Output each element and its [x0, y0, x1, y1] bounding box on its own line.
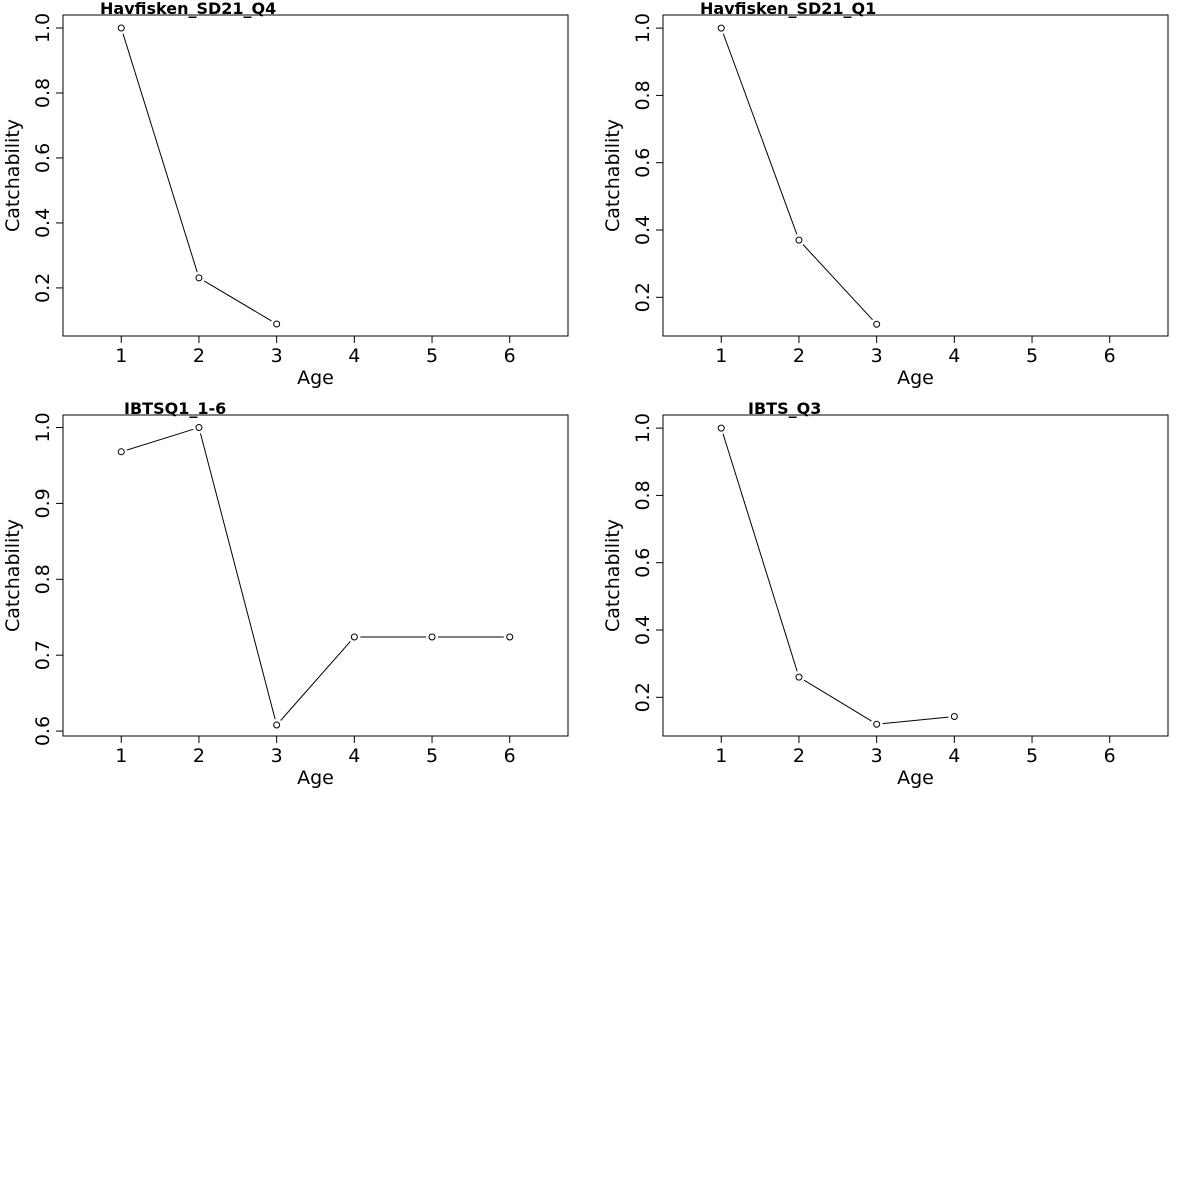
x-tick-label: 5 [1026, 345, 1038, 367]
x-tick-label: 4 [348, 345, 360, 367]
x-tick-label: 3 [871, 345, 883, 367]
x-tick-label: 3 [271, 345, 283, 367]
x-axis-label: Age [297, 367, 334, 389]
series-line-segment [122, 33, 198, 273]
x-tick-label: 5 [426, 745, 438, 767]
x-tick-label: 3 [871, 745, 883, 767]
series-line-segment [280, 641, 351, 721]
chart-panel-1: Havfisken_SD21_Q4 1 2 3 4 5 6 0.2 0.4 0.6 0.8 1.0 Ag… [2, 0, 569, 389]
series-line-segment [802, 244, 873, 321]
x-tick-label: 2 [193, 345, 205, 367]
y-tick-label: 0.8 [632, 80, 654, 110]
x-axis-label: Age [897, 767, 934, 789]
x-tick-label: 5 [426, 345, 438, 367]
y-tick-label: 0.6 [632, 148, 654, 178]
chart-title: IBTSQ1_1-6 [124, 399, 226, 418]
series-line-segment [722, 33, 798, 235]
series-line-segment [126, 428, 194, 451]
y-axis-label: Catchability [602, 519, 624, 632]
data-point [717, 424, 725, 432]
x-tick-label: 6 [504, 345, 516, 367]
y-axis-label: Catchability [602, 119, 624, 232]
chart-panel-3: IBTSQ1_1-6 1 2 3 4 5 6 0.6 0.7 0.8 0.9 1.0 Age Catcha… [2, 399, 569, 789]
x-tick-label: 1 [715, 745, 727, 767]
data-point [873, 720, 881, 728]
x-tick-label: 2 [793, 345, 805, 367]
y-tick-label: 0.6 [32, 143, 54, 173]
data-point [195, 274, 203, 282]
data-point [795, 236, 803, 244]
y-tick-label: 1.0 [632, 413, 654, 443]
series-line-segment [882, 716, 949, 725]
x-tick-label: 6 [1104, 745, 1116, 767]
chart-title: IBTS_Q3 [748, 399, 821, 418]
y-axis-label: Catchability [2, 119, 24, 232]
y-tick-label: 0.4 [632, 615, 654, 645]
series-line-segment [203, 280, 272, 322]
series-line-segment [199, 433, 276, 720]
x-tick-label: 4 [948, 745, 960, 767]
x-tick-label: 5 [1026, 745, 1038, 767]
data-point [350, 633, 358, 641]
x-axis-label: Age [297, 767, 334, 789]
x-tick-label: 1 [115, 745, 127, 767]
y-tick-label: 0.6 [32, 716, 54, 746]
data-point [506, 633, 514, 641]
data-point [273, 320, 281, 328]
y-tick-label: 0.2 [632, 682, 654, 712]
data-point [117, 24, 125, 32]
x-tick-label: 4 [348, 745, 360, 767]
x-tick-label: 2 [793, 745, 805, 767]
y-tick-label: 0.8 [632, 480, 654, 510]
y-tick-label: 0.2 [32, 273, 54, 303]
data-point [950, 712, 958, 720]
data-point [428, 633, 436, 641]
data-point [195, 424, 203, 432]
chart-panel-2: Havfisken_SD21_Q1 1 2 3 4 5 6 0.2 0.4 0.6 0.8 1.0 Ag… [602, 0, 1169, 389]
plot-frame [62, 14, 569, 337]
x-tick-label: 2 [193, 745, 205, 767]
data-point [873, 320, 881, 328]
x-tick-label: 6 [504, 745, 516, 767]
x-tick-label: 1 [115, 345, 127, 367]
y-tick-label: 0.9 [32, 488, 54, 518]
x-axis-label: Age [897, 367, 934, 389]
y-axis-label: Catchability [2, 519, 24, 632]
x-tick-label: 4 [948, 345, 960, 367]
y-tick-label: 0.4 [32, 208, 54, 238]
y-tick-label: 1.0 [32, 412, 54, 442]
y-tick-label: 0.7 [32, 640, 54, 670]
data-point [273, 721, 281, 729]
plot-frame [62, 414, 569, 737]
plot-frame [662, 14, 1169, 337]
data-point [117, 448, 125, 456]
y-tick-label: 1.0 [32, 13, 54, 43]
y-tick-label: 0.4 [632, 215, 654, 245]
chart-title: Havfisken_SD21_Q1 [700, 0, 876, 18]
y-tick-label: 0.8 [32, 564, 54, 594]
data-point [795, 673, 803, 681]
series-line-segment [722, 433, 798, 672]
data-point [717, 24, 725, 32]
plot-frame [662, 414, 1169, 737]
x-tick-label: 6 [1104, 345, 1116, 367]
chart-panel-4: IBTS_Q3 1 2 3 4 5 6 0.2 0.4 0.6 0.8 1.0 Age Catchabil… [602, 399, 1169, 789]
x-tick-label: 1 [715, 345, 727, 367]
y-tick-label: 1.0 [632, 13, 654, 43]
chart-title: Havfisken_SD21_Q4 [100, 0, 276, 18]
x-tick-label: 3 [271, 745, 283, 767]
y-tick-label: 0.8 [32, 78, 54, 108]
series-line-segment [803, 679, 872, 722]
y-tick-label: 0.6 [632, 548, 654, 578]
y-tick-label: 0.2 [632, 282, 654, 312]
